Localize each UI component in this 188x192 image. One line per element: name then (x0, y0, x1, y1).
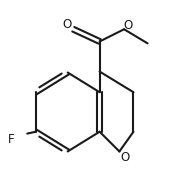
Text: F: F (8, 133, 15, 146)
Text: O: O (123, 19, 133, 32)
Text: O: O (62, 18, 71, 31)
Text: O: O (120, 151, 130, 164)
